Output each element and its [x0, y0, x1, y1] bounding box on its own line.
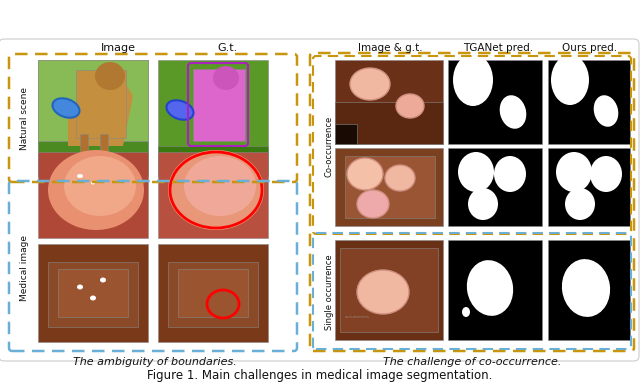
Text: TGANet pred.: TGANet pred.: [463, 43, 533, 53]
Bar: [38, 60, 148, 141]
Ellipse shape: [347, 158, 383, 190]
Text: Medical image: Medical image: [20, 235, 29, 301]
Bar: [548, 240, 630, 340]
Ellipse shape: [458, 152, 494, 192]
Bar: [193, 69, 245, 141]
Ellipse shape: [100, 278, 106, 283]
Ellipse shape: [90, 296, 96, 300]
Text: G.t.: G.t.: [218, 43, 238, 53]
Bar: [58, 269, 128, 317]
Bar: [38, 141, 148, 176]
Ellipse shape: [95, 62, 125, 90]
Text: Co-occurrence: Co-occurrence: [325, 115, 334, 177]
Bar: [548, 60, 630, 144]
Ellipse shape: [500, 95, 526, 129]
Bar: [335, 148, 443, 226]
Text: The ambiguity of boundaries.: The ambiguity of boundaries.: [73, 357, 237, 367]
Ellipse shape: [213, 66, 239, 90]
Bar: [80, 134, 88, 156]
Bar: [340, 248, 438, 332]
Bar: [38, 152, 148, 238]
Ellipse shape: [64, 156, 136, 216]
Bar: [38, 60, 148, 176]
Bar: [345, 156, 435, 218]
Bar: [158, 60, 268, 176]
Text: Single occurrence: Single occurrence: [325, 254, 334, 330]
Ellipse shape: [594, 95, 618, 127]
Ellipse shape: [48, 150, 144, 230]
Bar: [158, 152, 268, 238]
Ellipse shape: [590, 156, 622, 192]
Bar: [448, 240, 542, 340]
Ellipse shape: [350, 68, 390, 100]
Bar: [76, 70, 126, 138]
Text: occurrences: occurrences: [345, 315, 370, 319]
Ellipse shape: [77, 284, 83, 290]
Bar: [38, 244, 148, 342]
Bar: [168, 262, 258, 327]
Ellipse shape: [52, 98, 79, 118]
Bar: [448, 60, 542, 144]
Ellipse shape: [562, 259, 610, 317]
Text: Natural scene: Natural scene: [20, 86, 29, 149]
Ellipse shape: [467, 260, 513, 316]
Ellipse shape: [453, 54, 493, 106]
Bar: [48, 262, 138, 327]
Bar: [158, 244, 268, 342]
Text: The challenge of co-occurrence.: The challenge of co-occurrence.: [383, 357, 561, 367]
Ellipse shape: [551, 55, 589, 105]
Ellipse shape: [396, 94, 424, 118]
Text: Ours pred.: Ours pred.: [563, 43, 618, 53]
Text: Figure 1. Main challenges in medical image segmentation.: Figure 1. Main challenges in medical ima…: [147, 369, 493, 383]
Ellipse shape: [166, 100, 193, 120]
Ellipse shape: [91, 181, 95, 185]
Bar: [100, 134, 108, 156]
Ellipse shape: [556, 152, 592, 192]
Bar: [548, 148, 630, 226]
Polygon shape: [68, 66, 133, 146]
Ellipse shape: [357, 190, 389, 218]
Ellipse shape: [462, 307, 470, 317]
Bar: [335, 102, 443, 144]
Bar: [158, 146, 268, 176]
Text: Image: Image: [100, 43, 136, 53]
Ellipse shape: [385, 165, 415, 191]
Bar: [335, 60, 443, 144]
Text: Image & g.t.: Image & g.t.: [358, 43, 422, 53]
Bar: [178, 269, 248, 317]
Ellipse shape: [168, 150, 264, 230]
FancyBboxPatch shape: [0, 39, 639, 361]
Ellipse shape: [494, 156, 526, 192]
Ellipse shape: [77, 174, 83, 178]
Bar: [335, 124, 357, 144]
Bar: [335, 240, 443, 340]
Ellipse shape: [184, 156, 256, 216]
Ellipse shape: [468, 188, 498, 220]
Ellipse shape: [357, 270, 409, 314]
Bar: [448, 148, 542, 226]
Ellipse shape: [565, 188, 595, 220]
